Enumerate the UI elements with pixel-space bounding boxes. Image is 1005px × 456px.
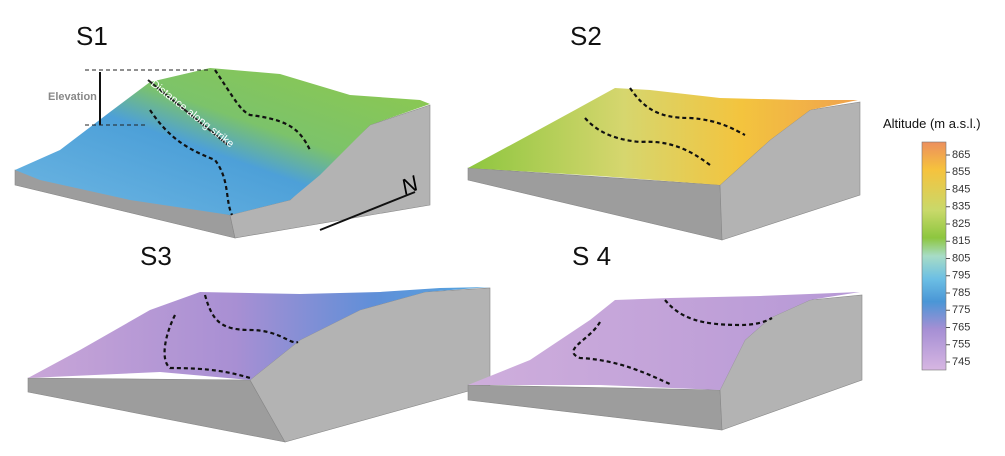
panel-label: S1 [76, 21, 108, 51]
colorbar-tick-label: 785 [952, 287, 970, 299]
panel-label: S 4 [572, 241, 611, 271]
panel-label: S3 [140, 241, 172, 271]
colorbar-tick-label: 815 [952, 235, 970, 247]
panel-s2: S2 [468, 21, 860, 240]
colorbar-tick-label: 855 [952, 166, 970, 178]
colorbar: Altitude (m a.s.l.) 865 855 845 835 825 815 80… [883, 116, 981, 370]
panel-label: S2 [570, 21, 602, 51]
panel-s4: S 4 [468, 241, 862, 430]
colorbar-tick-label: 825 [952, 218, 970, 230]
colorbar-tick-label: 795 [952, 270, 970, 282]
colorbar-title: Altitude (m a.s.l.) [883, 116, 981, 131]
block-front [28, 378, 285, 442]
figure: Elevation Distance along strike N S1 S2 … [0, 0, 1005, 456]
annotation: Elevation [48, 91, 97, 103]
block-front [468, 385, 722, 430]
colorbar-tick-label: 765 [952, 321, 970, 333]
panel-s1: Elevation Distance along strike N S1 [15, 21, 430, 238]
panel-s3: S3 [28, 241, 490, 442]
colorbar-tick-label: 755 [952, 339, 970, 351]
colorbar-ramp [922, 142, 946, 370]
colorbar-tick-label: 745 [952, 356, 970, 368]
colorbar-tick-label: 865 [952, 149, 970, 161]
colorbar-tick-label: 845 [952, 183, 970, 195]
colorbar-tick-label: 835 [952, 201, 970, 213]
colorbar-tick-label: 775 [952, 304, 970, 316]
colorbar-tick-label: 805 [952, 252, 970, 264]
